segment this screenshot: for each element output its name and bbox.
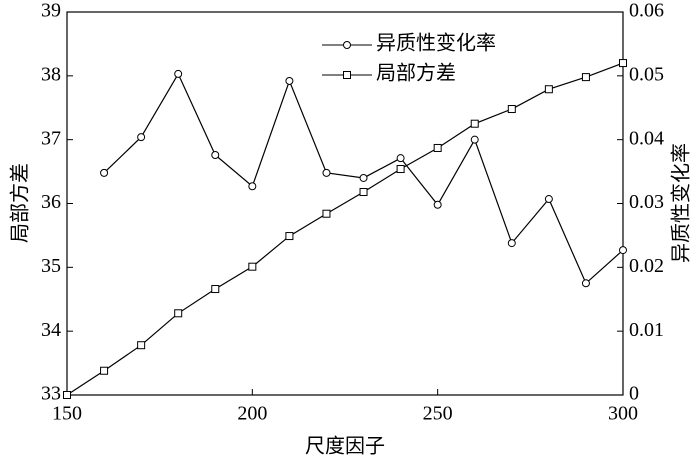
marker <box>343 41 351 49</box>
marker <box>433 200 442 209</box>
marker <box>619 59 627 68</box>
marker <box>248 262 257 271</box>
marker <box>581 73 590 82</box>
marker <box>285 232 294 241</box>
marker <box>211 285 220 294</box>
y-tick-label: 36 <box>41 191 61 213</box>
x-axis-label: 尺度因子 <box>305 435 385 458</box>
x-tick-label: 150 <box>52 403 82 425</box>
x-tick-label: 250 <box>423 403 453 425</box>
x-tick-label: 200 <box>237 403 267 425</box>
y2-tick-label: 0.05 <box>629 63 664 85</box>
marker <box>174 309 183 318</box>
y-axis-label: 局部方差 <box>9 163 32 243</box>
y-tick-label: 35 <box>41 255 61 277</box>
legend-label: 局部方差 <box>376 62 456 85</box>
y2-tick-label: 0.03 <box>629 191 664 213</box>
marker <box>544 195 553 204</box>
marker <box>100 168 109 177</box>
marker <box>100 366 109 375</box>
marker <box>63 391 71 399</box>
marker <box>174 69 183 78</box>
y2-axis-label: 异质性变化率 <box>670 143 693 263</box>
marker <box>359 173 368 182</box>
marker <box>470 135 479 144</box>
series-line <box>66 62 624 396</box>
marker <box>137 133 146 142</box>
marker <box>619 246 627 255</box>
y-tick-label: 37 <box>41 127 61 149</box>
marker <box>285 76 294 85</box>
y2-tick-label: 0.06 <box>629 0 664 22</box>
marker <box>322 168 331 177</box>
marker <box>507 105 516 114</box>
y-tick-label: 34 <box>41 319 61 341</box>
x-tick-label: 300 <box>608 403 638 425</box>
marker <box>544 85 553 94</box>
marker <box>248 182 257 191</box>
y2-tick-label: 0.02 <box>629 255 664 277</box>
marker <box>359 188 368 197</box>
marker <box>470 119 479 128</box>
marker <box>433 143 442 152</box>
marker <box>322 209 331 218</box>
y2-tick-label: 0.01 <box>629 319 664 341</box>
y2-tick-label: 0.04 <box>629 127 664 149</box>
y-tick-label: 39 <box>41 0 61 22</box>
marker <box>581 279 590 288</box>
marker <box>343 71 351 79</box>
y-tick-label: 38 <box>41 63 61 85</box>
y2-tick-label: 0 <box>629 383 639 405</box>
legend-label: 异质性变化率 <box>376 32 496 55</box>
marker <box>507 239 516 248</box>
marker <box>396 154 405 163</box>
marker <box>211 150 220 159</box>
marker <box>137 341 146 350</box>
marker <box>396 165 405 174</box>
y-tick-label: 33 <box>41 383 61 405</box>
